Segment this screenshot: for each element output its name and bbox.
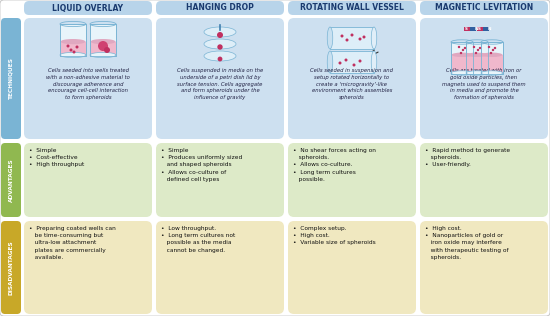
Bar (330, 51, 374, 73)
Bar (90, 24, 116, 56)
Bar (466, 42, 488, 74)
Text: S: S (465, 27, 468, 31)
Circle shape (73, 51, 75, 53)
FancyBboxPatch shape (156, 143, 284, 217)
Text: •  Preparing coated wells can
   be time-consuming but
   ultra-low attachment
 : • Preparing coated wells can be time-con… (29, 226, 116, 260)
Text: S: S (477, 27, 481, 31)
Text: Cells suspended in media on the
underside of a petri dish lid by
surface tension: Cells suspended in media on the undersid… (177, 68, 263, 100)
Text: •  Low throughput.
•  Long term cultures not
   possible as the media
   cannot : • Low throughput. • Long term cultures n… (161, 226, 235, 252)
Circle shape (217, 44, 223, 50)
Ellipse shape (204, 39, 236, 49)
Circle shape (75, 46, 79, 48)
Bar (91, 42, 116, 56)
Text: ADVANTAGES: ADVANTAGES (8, 158, 14, 202)
Ellipse shape (204, 51, 236, 61)
FancyBboxPatch shape (420, 143, 548, 217)
Circle shape (69, 48, 73, 52)
Circle shape (67, 45, 69, 47)
Bar (466, 42, 488, 74)
Ellipse shape (452, 52, 472, 57)
FancyBboxPatch shape (420, 221, 548, 314)
Bar (464, 27, 470, 31)
FancyBboxPatch shape (24, 143, 152, 217)
FancyBboxPatch shape (420, 1, 548, 15)
Bar (481, 55, 503, 74)
Circle shape (338, 62, 342, 64)
Text: LIQUID OVERLAY: LIQUID OVERLAY (52, 3, 124, 13)
Circle shape (479, 47, 481, 49)
Circle shape (492, 49, 494, 51)
Bar (60, 24, 86, 56)
Circle shape (340, 34, 344, 38)
Bar (477, 27, 483, 31)
Circle shape (350, 33, 354, 37)
Circle shape (362, 35, 366, 39)
Bar (451, 42, 473, 74)
FancyBboxPatch shape (24, 1, 152, 15)
Text: •  Rapid method to generate
   spheroids.
•  User-friendly.: • Rapid method to generate spheroids. • … (425, 148, 510, 167)
Circle shape (98, 41, 108, 51)
Bar (60, 42, 85, 56)
Circle shape (488, 46, 490, 48)
FancyBboxPatch shape (1, 221, 21, 314)
FancyBboxPatch shape (24, 18, 152, 139)
Circle shape (359, 38, 361, 40)
Text: ROTATING WALL VESSEL: ROTATING WALL VESSEL (300, 3, 404, 13)
FancyBboxPatch shape (288, 143, 416, 217)
Circle shape (359, 59, 361, 63)
Text: HANGING DROP: HANGING DROP (186, 3, 254, 13)
Circle shape (353, 64, 355, 66)
Bar (330, 27, 374, 49)
Ellipse shape (481, 71, 503, 75)
Bar (466, 55, 487, 74)
FancyBboxPatch shape (156, 1, 284, 15)
Ellipse shape (371, 51, 377, 73)
Text: DISADVANTAGES: DISADVANTAGES (8, 240, 14, 295)
Ellipse shape (60, 39, 85, 44)
Circle shape (473, 46, 475, 48)
Text: Cells are treated with iron or
gold oxide particles, then
magnets used to suspen: Cells are treated with iron or gold oxid… (442, 68, 526, 100)
Circle shape (344, 58, 348, 62)
Ellipse shape (481, 52, 503, 57)
Circle shape (477, 49, 479, 51)
Bar (451, 42, 473, 74)
Text: •  Complex setup.
•  High cost.
•  Variable size of spheroids: • Complex setup. • High cost. • Variable… (293, 226, 376, 246)
Circle shape (464, 47, 466, 49)
Circle shape (104, 47, 110, 53)
Ellipse shape (90, 52, 116, 58)
Circle shape (458, 46, 460, 48)
Bar (60, 24, 86, 56)
Text: Cells seeded in suspension and
setup rotated horizontally to
create a ‘micrograv: Cells seeded in suspension and setup rot… (311, 68, 393, 100)
Bar (481, 42, 503, 74)
Text: MAGNETIC LEVITATION: MAGNETIC LEVITATION (435, 3, 533, 13)
Bar (470, 27, 476, 31)
Bar (481, 42, 503, 74)
Text: TECHNIQUES: TECHNIQUES (8, 58, 14, 100)
FancyBboxPatch shape (156, 221, 284, 314)
FancyBboxPatch shape (1, 143, 21, 217)
Text: •  Simple
•  Cost-effective
•  High throughput: • Simple • Cost-effective • High through… (29, 148, 84, 167)
Text: Cells seeded into wells treated
with a non-adhesive material to
discourage adher: Cells seeded into wells treated with a n… (46, 68, 130, 100)
Ellipse shape (327, 27, 333, 49)
FancyBboxPatch shape (1, 18, 21, 139)
Bar (452, 55, 472, 74)
FancyBboxPatch shape (288, 1, 416, 15)
Circle shape (475, 52, 477, 54)
Ellipse shape (466, 71, 488, 75)
FancyBboxPatch shape (420, 18, 548, 139)
FancyBboxPatch shape (288, 221, 416, 314)
Text: N: N (474, 27, 478, 31)
Bar (90, 24, 116, 56)
Circle shape (490, 52, 492, 54)
FancyBboxPatch shape (156, 18, 284, 139)
Ellipse shape (60, 52, 86, 58)
Circle shape (460, 52, 462, 54)
Ellipse shape (371, 27, 377, 49)
Bar (483, 27, 489, 31)
Text: •  Simple
•  Produces uniformly sized
   and shaped spheroids
•  Allows co-cultu: • Simple • Produces uniformly sized and … (161, 148, 242, 182)
Ellipse shape (327, 51, 333, 73)
Circle shape (217, 32, 223, 38)
Circle shape (494, 47, 496, 49)
Ellipse shape (204, 27, 236, 37)
